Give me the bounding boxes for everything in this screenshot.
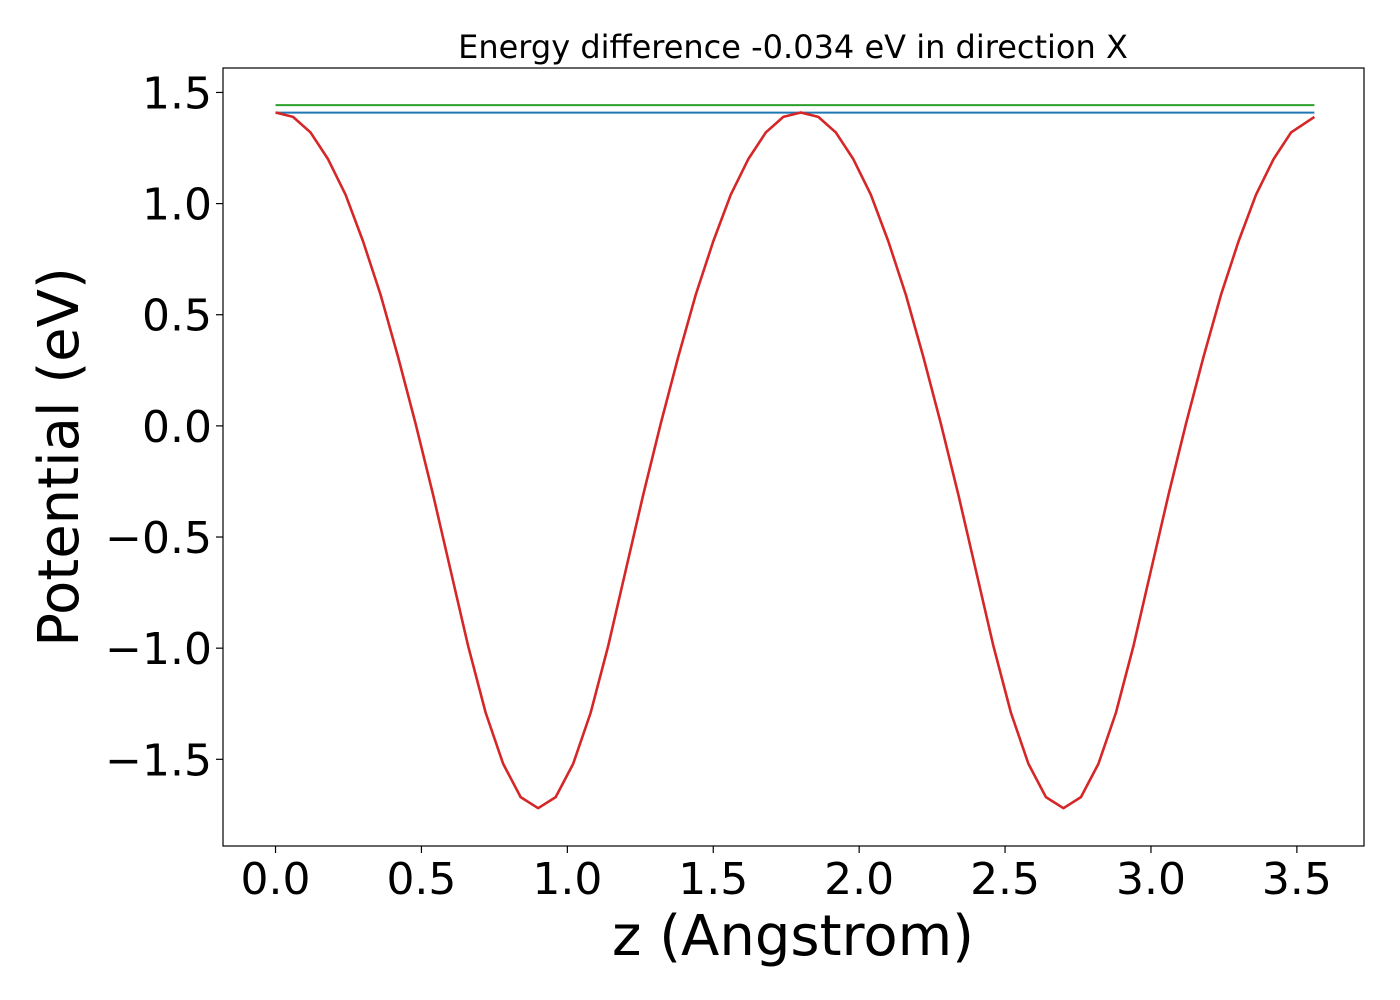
y-tick-label: −1.5 — [105, 735, 212, 786]
x-tick-label: 2.5 — [970, 854, 1040, 905]
y-tick-label: 0.5 — [142, 291, 212, 342]
x-tick-label: 0.0 — [241, 854, 311, 905]
y-tick-label: 1.5 — [142, 68, 212, 119]
series-line-2 — [275, 111, 1316, 810]
y-tick-label: −0.5 — [105, 513, 212, 564]
plot-frame — [222, 67, 1365, 847]
y-tick-label: −1.0 — [105, 624, 212, 675]
x-tick-label: 2.0 — [824, 854, 894, 905]
y-axis-label: Potential (eV) — [27, 267, 92, 647]
x-tick-label: 3.5 — [1262, 854, 1332, 905]
x-tick-label: 1.5 — [678, 854, 748, 905]
y-axis: 1.5 1.0 0.5 0.0 −0.5 −1.0 −1.5 — [105, 68, 223, 786]
x-tick-label: 1.0 — [532, 854, 602, 905]
x-axis-label: z (Angstrom) — [612, 904, 974, 969]
x-tick-label: 0.5 — [386, 854, 456, 905]
x-axis: 0.0 0.5 1.0 1.5 2.0 2.5 3.0 3.5 — [241, 846, 1332, 905]
chart-title: Energy difference -0.034 eV in direction… — [458, 28, 1128, 66]
plot-area — [222, 67, 1365, 847]
y-tick-label: 0.0 — [142, 402, 212, 453]
y-tick-label: 1.0 — [142, 180, 212, 231]
x-tick-label: 3.0 — [1116, 854, 1186, 905]
